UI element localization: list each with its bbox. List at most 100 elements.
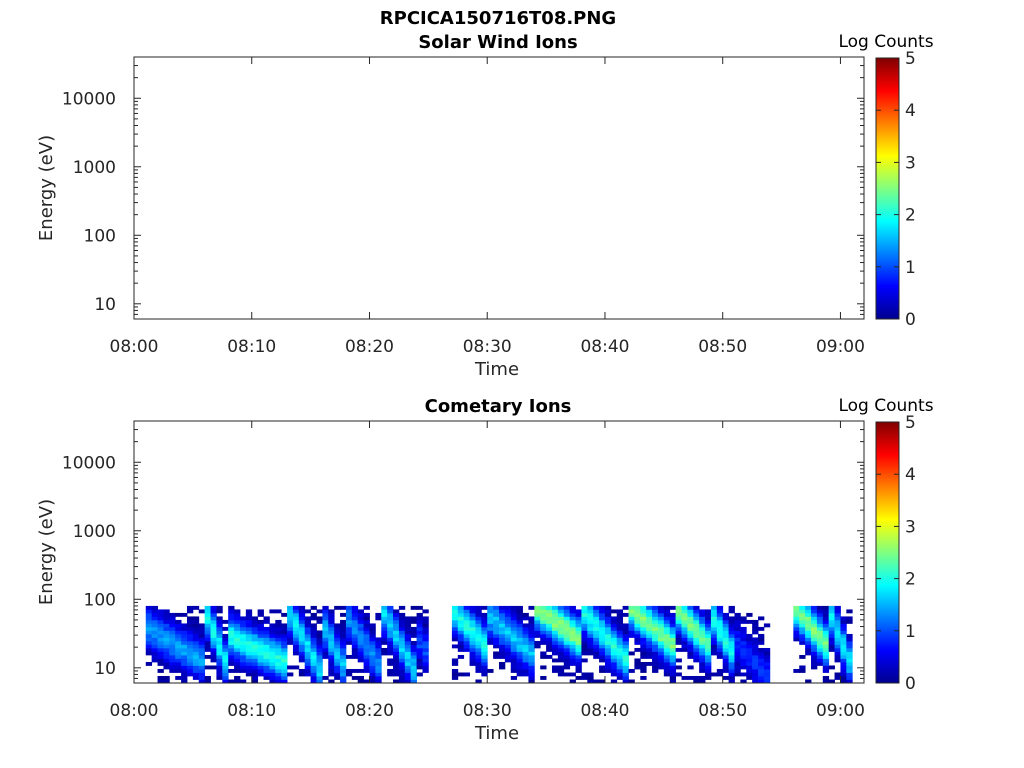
spectrogram-cell <box>469 661 476 666</box>
spectrogram-cell <box>622 661 629 666</box>
spectrogram-cell <box>393 626 400 631</box>
spectrogram-cell <box>469 651 476 656</box>
panel-1-plot-area <box>133 56 865 320</box>
spectrogram-cell <box>157 609 164 614</box>
spectrogram-cell <box>657 616 665 621</box>
spectrogram-cell <box>398 651 406 656</box>
colorbar-tick-label: 5 <box>905 413 916 433</box>
spectrogram-cell <box>722 633 729 638</box>
spectrogram-cell <box>616 637 624 642</box>
spectrogram-cell <box>593 623 600 628</box>
spectrogram-cell <box>569 616 576 621</box>
spectrogram-cell <box>210 640 217 645</box>
spectrogram-cell <box>540 654 547 659</box>
spectrogram-cell <box>422 609 429 614</box>
spectrogram-cell <box>728 640 735 645</box>
spectrogram-cell <box>752 668 759 673</box>
spectrogram-cell <box>316 675 323 680</box>
spectrogram-cell <box>616 672 624 677</box>
spectrogram-cell <box>334 644 341 649</box>
spectrogram-cell <box>546 640 553 645</box>
spectrogram-cell <box>657 612 665 617</box>
x-tick-label: 08:00 <box>110 337 159 357</box>
spectrogram-cell <box>204 616 211 621</box>
spectrogram-cell <box>340 679 347 683</box>
spectrogram-cell <box>681 644 688 649</box>
spectrogram-cell <box>340 623 347 628</box>
spectrogram-cell <box>375 658 382 663</box>
spectrogram-cell <box>593 679 600 683</box>
spectrogram-cell <box>516 616 523 621</box>
spectrogram-cell <box>740 644 747 649</box>
spectrogram-cell <box>657 651 665 656</box>
spectrogram-cell <box>416 633 423 638</box>
spectrogram-cell <box>516 633 523 638</box>
spectrogram-cell <box>363 605 370 610</box>
spectrogram-cell <box>540 609 547 614</box>
spectrogram-cell <box>834 619 841 624</box>
spectrogram-cell <box>469 609 476 614</box>
spectrogram-cell <box>504 658 512 663</box>
spectrogram-cell <box>510 665 518 670</box>
spectrogram-cell <box>234 661 241 666</box>
spectrogram-cell <box>763 658 771 663</box>
spectrogram-cell <box>351 668 359 673</box>
spectrogram-cell <box>699 665 706 670</box>
spectrogram-cell <box>734 647 741 652</box>
spectrogram-cell <box>387 672 394 677</box>
spectrogram-cell <box>652 619 659 624</box>
spectrogram-cell <box>222 661 229 666</box>
spectrogram-cell <box>681 640 688 645</box>
spectrogram-cell <box>846 647 853 652</box>
spectrogram-cell <box>375 672 382 677</box>
spectrogram-cell <box>528 672 535 677</box>
spectrogram-cell <box>269 626 276 631</box>
spectrogram-cell <box>687 630 694 635</box>
spectrogram-cell <box>763 665 771 670</box>
spectrogram-cell <box>487 637 494 642</box>
spectrogram-cell <box>416 654 423 659</box>
spectrogram-cell <box>663 623 671 628</box>
spectrogram-cell <box>375 654 382 659</box>
spectrogram-cell <box>345 616 353 621</box>
spectrogram-cell <box>822 679 830 683</box>
spectrogram-cell <box>381 612 388 617</box>
spectrogram-cell <box>281 612 288 617</box>
spectrogram-cell <box>363 616 370 621</box>
spectrogram-cell <box>369 665 376 670</box>
spectrogram-cell <box>387 644 394 649</box>
spectrogram-cell <box>192 637 200 642</box>
spectrogram-cell <box>340 654 347 659</box>
spectrogram-cell <box>351 623 359 628</box>
spectrogram-cell <box>610 623 618 628</box>
spectrogram-cell <box>528 619 535 624</box>
spectrogram-cell <box>557 668 565 673</box>
spectrogram-cell <box>204 633 211 638</box>
spectrogram-cell <box>469 616 476 621</box>
spectrogram-cell <box>581 675 588 680</box>
spectrogram-cell <box>245 623 253 628</box>
spectrogram-cell <box>740 640 747 645</box>
spectrogram-cell <box>328 630 335 635</box>
spectrogram-cell <box>846 633 853 638</box>
spectrogram-cell <box>599 654 606 659</box>
spectrogram-cell <box>652 651 659 656</box>
spectrogram-cell <box>481 605 488 610</box>
spectrogram-cell <box>728 668 735 673</box>
spectrogram-cell <box>516 630 523 635</box>
spectrogram-cell <box>222 654 229 659</box>
spectrogram-cell <box>528 630 535 635</box>
spectrogram-cell <box>587 675 594 680</box>
spectrogram-cell <box>239 647 247 652</box>
spectrogram-cell <box>581 605 588 610</box>
spectrogram-cell <box>675 612 682 617</box>
spectrogram-cell <box>151 619 158 624</box>
spectrogram-cell <box>310 661 317 666</box>
spectrogram-cell <box>245 619 253 624</box>
spectrogram-cell <box>722 630 729 635</box>
spectrogram-cell <box>334 654 341 659</box>
spectrogram-cell <box>328 668 335 673</box>
spectrogram-cell <box>334 658 341 663</box>
spectrogram-cell <box>740 637 747 642</box>
spectrogram-cell <box>746 640 753 645</box>
